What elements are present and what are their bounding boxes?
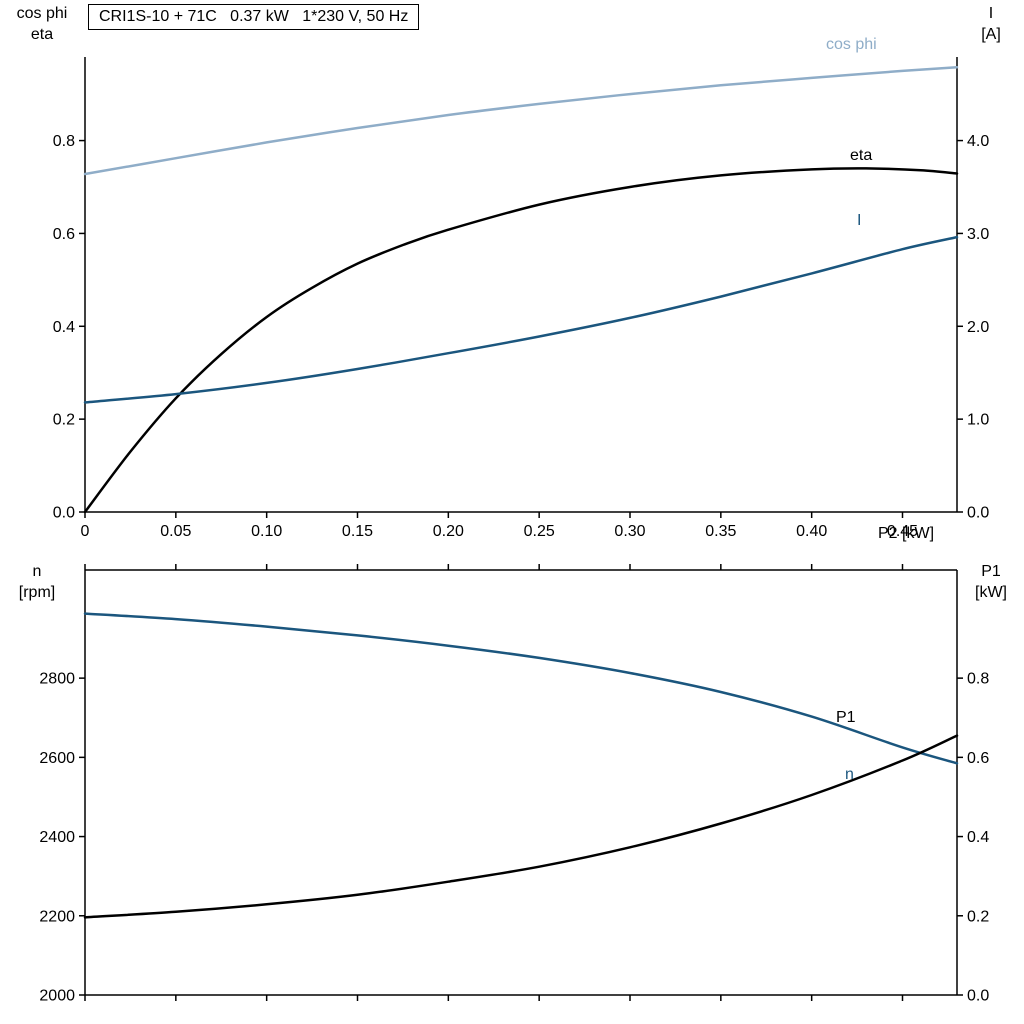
axis-title-current-unit: [A] [981, 25, 1001, 43]
axis-title-p1-unit: [kW] [975, 583, 1007, 601]
axis-title-right-top: I [A] [966, 4, 1016, 46]
axis-title-cos-phi: cos phi [16, 5, 68, 22]
axis-title-speed: n [32, 563, 42, 580]
chart-title-box: CRI1S-10 + 71C 0.37 kW 1*230 V, 50 Hz [88, 4, 420, 30]
right-axis-tick-label: 0.2 [967, 908, 989, 925]
axis-title-current: I [988, 5, 994, 22]
right-axis-tick-label: 2.0 [967, 319, 989, 336]
axis-title-left-bottom: n [rpm] [4, 562, 70, 604]
axis-title-speed-unit: [rpm] [18, 583, 56, 601]
left-axis-tick-label: 0.2 [53, 412, 75, 429]
right-axis-tick-label: 1.0 [967, 412, 989, 429]
left-axis-tick-label: 2800 [39, 671, 75, 688]
x-axis-tick-label: 0.15 [342, 523, 373, 540]
left-axis-tick-label: 0.4 [53, 319, 75, 336]
speed-power-curves-chart: 2000 2200 2400 2600 2800 0.0 0.2 0.4 0.6 0.8 [39, 564, 989, 1005]
x-axis-tick-label: 0.20 [433, 523, 464, 540]
curve-p1 [83, 734, 959, 919]
right-axis-tick-label: 0.8 [967, 671, 989, 688]
left-axis-tick-label: 2000 [39, 988, 75, 1005]
axis-title-p2: P2 [kW] [878, 525, 935, 542]
curve-label-eta: eta [850, 147, 873, 164]
curve-cos-phi [83, 65, 959, 176]
left-axis-tick-label: 0.8 [53, 133, 75, 150]
left-axis-tick-label: 2400 [39, 829, 75, 846]
x-axis-tick-label: 0.30 [614, 523, 645, 540]
left-axis-tick-label: 0.0 [53, 505, 75, 522]
right-axis-tick-label: 3.0 [967, 226, 989, 243]
x-axis-tick-label: 0.10 [251, 523, 282, 540]
left-axis-tick-label: 2200 [39, 908, 75, 925]
curve-label-speed: n [845, 766, 854, 783]
right-axis-tick-label: 4.0 [967, 133, 989, 150]
axis-title-eta: eta [30, 25, 54, 43]
left-axis-tick-label: 0.6 [53, 226, 75, 243]
curve-eta [83, 167, 959, 514]
curve-label-p1: P1 [836, 709, 856, 726]
left-axis-tick-label: 2600 [39, 750, 75, 767]
x-axis-tick-label: 0 [81, 523, 90, 540]
x-axis-tick-label: 0.35 [705, 523, 736, 540]
x-axis-tick-label: 0.45 [887, 523, 918, 540]
curve-i [83, 235, 959, 404]
axis-title-left-top: cos phi eta [6, 4, 78, 46]
curve-label-cos-phi: cos phi [826, 36, 877, 53]
axis-title-p1: P1 [981, 563, 1001, 580]
curve-label-current: I [857, 212, 862, 229]
x-axis-tick-label: 0.25 [524, 523, 555, 540]
right-axis-tick-label: 0.0 [967, 988, 989, 1005]
x-axis-tick-label: 0.40 [796, 523, 827, 540]
right-axis-tick-label: 0.6 [967, 750, 989, 767]
axis-title-right-bottom: P1 [kW] [964, 562, 1018, 604]
x-axis-tick-label: 0.05 [160, 523, 191, 540]
right-axis-tick-label: 0.4 [967, 829, 989, 846]
electrical-curves-chart: 0.0 0.2 0.4 0.6 0.8 0.0 1.0 2.0 3.0 4.0 0 0.05 0.10 0… [53, 57, 989, 540]
curve-n [83, 612, 959, 765]
right-axis-tick-label: 0.0 [967, 505, 989, 522]
